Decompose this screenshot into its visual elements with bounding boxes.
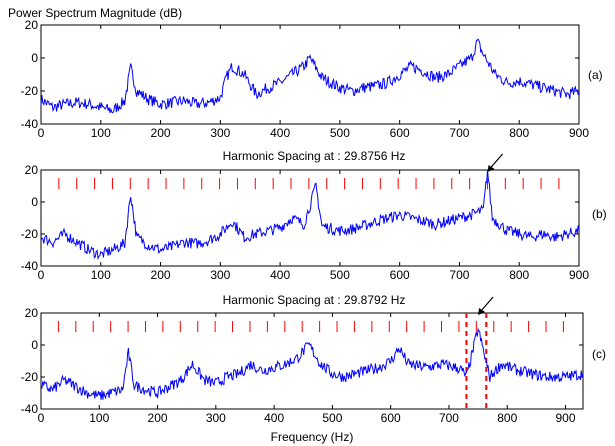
markers-b (58, 153, 560, 190)
chart-title-c: Harmonic Spacing at : 29.8792 Hz (223, 293, 406, 307)
x-ticks-a: 0 100 200 300 400 500 600 700 800 900 (38, 25, 589, 140)
x-tick-label: 600 (390, 268, 410, 282)
y-tick-label: -40 (21, 259, 39, 273)
x-tick-label: 100 (91, 268, 111, 282)
x-ticks-b: 0 100 200 300 400 500 600 700 800 900 (38, 170, 589, 282)
figure-title: Power Spectrum Magnitude (dB) (8, 6, 182, 20)
y-ticks-a: -40 -20 0 20 (21, 18, 579, 131)
x-tick-label: 700 (439, 411, 459, 425)
x-tick-label: 200 (151, 268, 171, 282)
peak-arrow-head (478, 308, 486, 315)
chart-title-b: Harmonic Spacing at : 29.8756 Hz (223, 149, 406, 163)
panel-b: Harmonic Spacing at : 29.8756 Hz 0 100 200… (21, 149, 607, 282)
x-tick-label: 500 (322, 411, 342, 425)
panel-label-a: (a) (588, 68, 603, 82)
peak-arrow (489, 153, 503, 170)
x-tick-label: 300 (206, 411, 226, 425)
x-tick-label: 900 (556, 411, 576, 425)
x-tick-label: 200 (151, 126, 171, 140)
x-tick-label: 700 (449, 126, 469, 140)
y-tick-label: 20 (25, 18, 39, 32)
spectrum-line-c (40, 327, 584, 400)
x-tick-label: 400 (270, 126, 290, 140)
x-tick-label: 100 (89, 411, 109, 425)
panel-c: Harmonic Spacing at : 29.8792 Hz 0 100 200… (21, 293, 606, 444)
x-tick-label: 400 (264, 411, 284, 425)
x-tick-label: 0 (38, 268, 45, 282)
spectrum-line-a (40, 38, 580, 114)
peak-arrow (479, 296, 494, 313)
y-tick-label: 0 (31, 338, 38, 352)
markers-c (57, 296, 564, 409)
plot-frame-c (40, 312, 584, 410)
panel-label-c: (c) (592, 347, 606, 361)
y-tick-label: -20 (21, 227, 39, 241)
y-tick-label: -40 (21, 402, 39, 416)
x-tick-label: 400 (270, 268, 290, 282)
x-tick-label: 600 (390, 126, 410, 140)
panel-label-b: (b) (592, 207, 607, 221)
x-tick-label: 600 (381, 411, 401, 425)
x-tick-label: 900 (569, 126, 589, 140)
panel-a: 0 100 200 300 400 500 600 700 800 900 -40 -20 0 20 (… (21, 18, 603, 140)
x-tick-label: 0 (38, 126, 45, 140)
x-tick-label: 200 (148, 411, 168, 425)
spectrum-line-b (40, 169, 580, 261)
y-tick-label: -20 (21, 370, 39, 384)
x-tick-label: 300 (210, 268, 230, 282)
x-tick-label: 800 (509, 268, 529, 282)
y-tick-label: -40 (21, 117, 39, 131)
peak-arrow-head (487, 165, 495, 172)
y-tick-label: -20 (21, 84, 39, 98)
y-tick-label: 0 (31, 51, 38, 65)
x-tick-label: 500 (330, 126, 350, 140)
y-tick-label: 20 (25, 306, 39, 320)
x-axis-label: Frequency (Hz) (271, 430, 354, 444)
y-tick-label: 20 (25, 163, 39, 177)
x-ticks-c: 0 100 200 300 400 500 600 700 800 900 (38, 313, 576, 425)
x-tick-label: 500 (330, 268, 350, 282)
x-tick-label: 700 (449, 268, 469, 282)
y-ticks-b: -40 -20 0 20 (21, 163, 579, 273)
y-ticks-c: -40 -20 0 20 (21, 306, 583, 416)
plot-frame-b (40, 169, 580, 267)
x-tick-label: 900 (569, 268, 589, 282)
plot-frame-a (40, 24, 580, 125)
x-tick-label: 0 (38, 411, 45, 425)
x-tick-label: 100 (91, 126, 111, 140)
x-tick-label: 800 (497, 411, 517, 425)
x-tick-label: 300 (210, 126, 230, 140)
y-tick-label: 0 (31, 195, 38, 209)
x-tick-label: 800 (509, 126, 529, 140)
